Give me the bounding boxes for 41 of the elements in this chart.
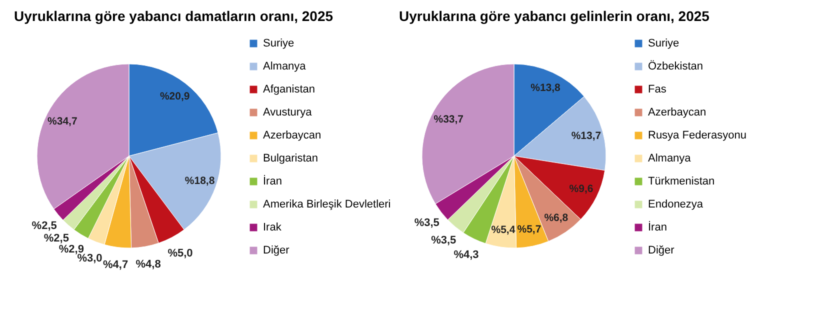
data-label: %13,7 [571, 130, 602, 142]
data-label: %34,7 [48, 115, 78, 128]
legend-label: Irak [263, 222, 282, 234]
legend-label: Özbekistan [648, 60, 704, 72]
data-label: %13,8 [530, 82, 561, 94]
legend-label: Amerika Birleşik Devletleri [263, 198, 391, 210]
legend-label: Almanya [648, 152, 692, 164]
legend-label: Suriye [263, 38, 294, 50]
legend-label: Azerbaycan [648, 106, 706, 118]
legend-label: Suriye [648, 38, 680, 50]
legend-label: Azerbaycan [263, 130, 322, 142]
data-label: %2,5 [32, 220, 57, 232]
data-label: %20,9 [160, 90, 190, 103]
data-label: %33,7 [434, 113, 464, 126]
legend-label: Türkmenistan [648, 176, 715, 188]
data-label: %18,8 [184, 174, 215, 187]
legend-label: Afganistan [263, 84, 315, 96]
legend-label: Fas [648, 84, 667, 96]
legend-label: Avusturya [263, 106, 313, 118]
data-label: %9,6 [569, 183, 594, 196]
data-label: %4,8 [136, 258, 161, 270]
data-label: %3,5 [431, 234, 456, 247]
data-label: %2,5 [44, 232, 69, 245]
legend-label: İran [263, 174, 282, 188]
chart-title: Uyruklarına göre yabancı gelinlerin oranı, 2025 [399, 8, 710, 24]
legend-label: Almanya [263, 60, 307, 72]
legend-label: Bulgaristan [263, 152, 318, 164]
data-label: %4,3 [454, 249, 479, 262]
data-label: %4,7 [102, 259, 128, 272]
data-label: %3,0 [77, 252, 102, 265]
data-label: %5,4 [491, 224, 516, 236]
legend-label: İran [648, 220, 667, 234]
data-label: %3,5 [414, 217, 440, 230]
data-label: %6,8 [544, 212, 568, 224]
legend-label: Diğer [648, 244, 675, 256]
data-label: %5,7 [517, 223, 542, 236]
chart-title: Uyruklarına göre yabancı damatların oranı, 2025 [14, 8, 334, 24]
legend-label: Endonezya [648, 198, 704, 210]
legend-label: Rusya Federasyonu [648, 130, 746, 142]
data-label: %5,0 [168, 247, 193, 260]
legend-label: Diğer [263, 244, 290, 256]
